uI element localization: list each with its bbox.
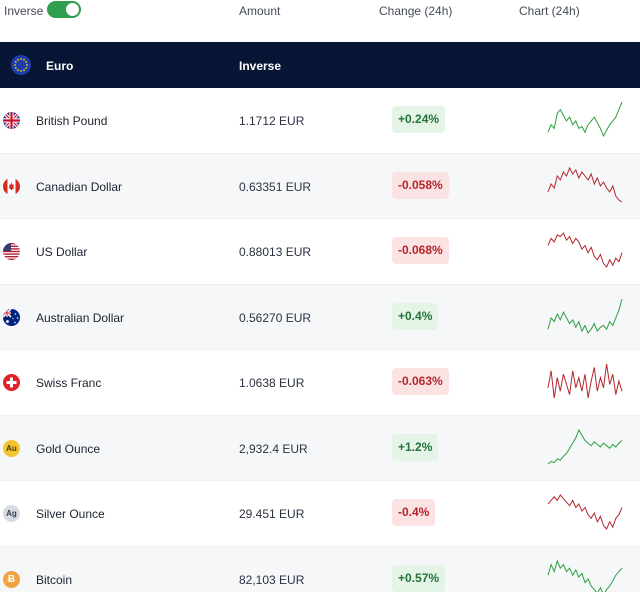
column-header-amount: Amount [239,4,281,18]
change-badge: -0.063% [392,368,449,395]
sparkline-chart [547,298,623,334]
sparkline-chart [547,166,623,202]
ca-flag-icon [3,177,20,195]
bitcoin-icon: Ƀ [3,570,20,588]
change-badge: +0.4% [392,302,439,330]
currency-amount: 0.88013 EUR [239,245,312,259]
table-row[interactable]: Ƀ Bitcoin 82,103 EUR +0.57% [0,546,640,592]
table-row[interactable]: Au Gold Ounce 2,932.4 EUR +1.2% [0,415,640,481]
currency-table: British Pound 1.1712 EUR +0.24% Canadian… [0,88,640,592]
gold-icon: Au [3,439,20,457]
table-row[interactable]: US Dollar 0.88013 EUR -0.068% [0,219,640,285]
table-row[interactable]: Ag Silver Ounce 29.451 EUR -0.4% [0,481,640,547]
table-row[interactable]: Australian Dollar 0.56270 EUR +0.4% [0,284,640,350]
currency-name[interactable]: British Pound [36,114,108,128]
currency-amount: 2,932.4 EUR [239,441,308,456]
us-flag-icon [3,243,20,260]
top-header: Inverse Amount Change (24h) Chart (24h) [0,0,640,42]
currency-amount: 0.63351 EUR [239,179,312,194]
change-badge: -0.058% [392,171,449,199]
gb-flag-icon [3,112,20,129]
change-badge: -0.068% [392,237,449,264]
sparkline-chart [547,363,623,399]
currency-amount: 29.451 EUR [239,507,305,521]
currency-amount: 0.56270 EUR [239,310,312,325]
table-row[interactable]: Swiss Franc 1.0638 EUR -0.063% [0,350,640,416]
currency-name[interactable]: Gold Ounce [36,441,101,456]
currency-name[interactable]: Silver Ounce [36,507,105,521]
change-badge: +0.24% [392,106,446,133]
toggle-knob [66,3,79,16]
ch-flag-icon [3,374,20,391]
base-currency-name: Euro [46,59,74,73]
base-inverse-label: Inverse [239,59,282,73]
sparkline-chart [547,232,623,268]
currency-amount: 1.0638 EUR [239,376,305,390]
sparkline-chart [547,428,623,464]
change-badge: +0.57% [392,564,446,592]
sparkline-chart [547,494,623,530]
table-row[interactable]: British Pound 1.1712 EUR +0.24% [0,88,640,154]
currency-name[interactable]: US Dollar [36,245,88,259]
au-flag-icon [3,308,20,326]
sparkline-chart [547,101,623,138]
currency-amount: 1.1712 EUR [239,114,305,128]
base-currency-bar: Euro Inverse [0,42,640,88]
inverse-label: Inverse [4,4,44,18]
currency-name[interactable]: Swiss Franc [36,376,102,390]
currency-name[interactable]: Bitcoin [36,572,73,587]
sparkline-chart [547,558,623,592]
change-badge: +1.2% [392,433,439,461]
inverse-toggle[interactable] [47,1,81,18]
currency-name[interactable]: Australian Dollar [36,310,125,325]
silver-icon: Ag [3,505,20,522]
column-header-chart: Chart (24h) [519,4,580,18]
currency-name[interactable]: Canadian Dollar [36,179,123,194]
eu-flag-icon [11,55,31,75]
change-badge: -0.4% [392,499,436,526]
column-header-change: Change (24h) [379,4,453,18]
table-row[interactable]: Canadian Dollar 0.63351 EUR -0.058% [0,153,640,219]
currency-amount: 82,103 EUR [239,572,305,587]
